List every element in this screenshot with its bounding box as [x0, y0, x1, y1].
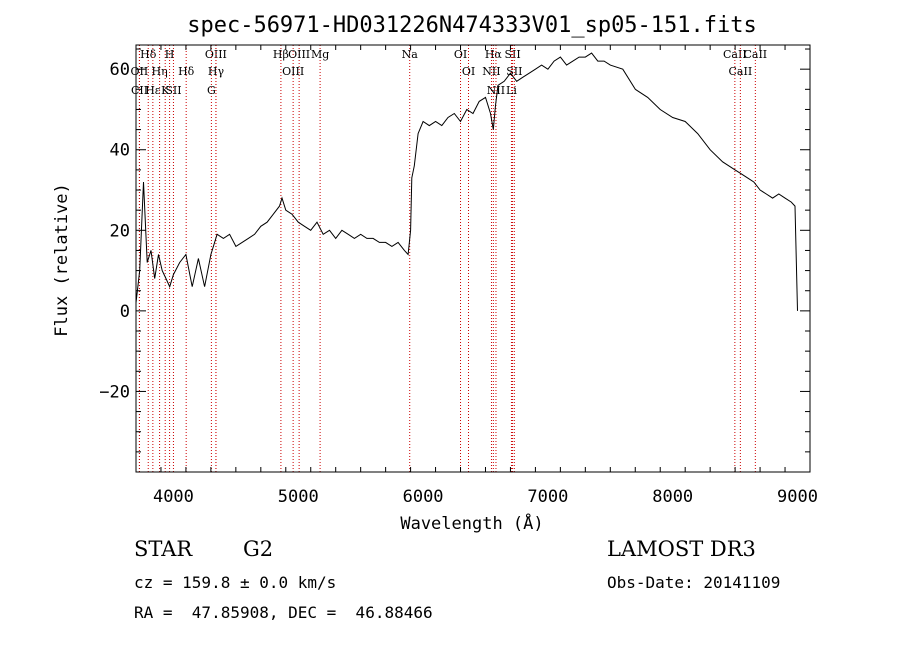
spectral-subclass: G2	[243, 537, 274, 561]
line-marker-label: Hε	[145, 84, 161, 97]
line-marker-label: Li	[506, 84, 517, 97]
x-tick-label: 8000	[652, 487, 693, 507]
x-tick-label: 6000	[403, 487, 444, 507]
redshift-readout: cz = 159.8 ± 0.0 km/s	[134, 573, 337, 592]
line-marker-label: Na	[402, 48, 419, 61]
line-marker-label: OIII	[288, 48, 310, 61]
line-marker-label: Hη	[151, 65, 167, 78]
line-marker-label: OII	[131, 65, 149, 78]
line-marker-label: K	[161, 84, 170, 97]
line-marker-label: SII	[504, 48, 520, 61]
y-tick-label: 60	[110, 60, 130, 80]
x-tick-label: 7000	[527, 487, 568, 507]
line-marker-label: OI	[454, 48, 467, 61]
line-marker-label: NII	[487, 84, 505, 97]
line-marker-label: Hβ	[273, 48, 289, 61]
observation-date: Obs-Date: 20141109	[607, 573, 781, 592]
y-tick-label: 40	[110, 141, 130, 161]
spectrum-series-line	[135, 52, 798, 311]
axis-tick-labels: 4000 5000 6000 7000 8000 9000 −20 0 20 40 60	[99, 60, 818, 507]
line-marker-label: SII	[165, 84, 181, 97]
y-tick-label: 20	[110, 221, 130, 241]
line-marker-label: Hα	[485, 48, 503, 61]
y-tick-label: −20	[99, 382, 130, 402]
line-marker-label: SII	[506, 65, 522, 78]
line-marker-label: CaII	[729, 65, 753, 78]
line-marker-label: OIII	[282, 65, 304, 78]
axis-ticks	[135, 45, 811, 473]
line-marker-label: NII	[482, 65, 500, 78]
survey-name: LAMOST DR3	[607, 537, 756, 561]
line-marker-label: H	[165, 48, 175, 61]
y-tick-label: 0	[120, 302, 130, 322]
object-type: STAR	[134, 537, 193, 561]
plot-frame	[135, 44, 811, 473]
x-axis-label: Wavelength (Å)	[400, 512, 543, 534]
coordinates-readout: RA = 47.85908, DEC = 46.88466	[134, 603, 433, 622]
line-marker-label: CaII	[743, 48, 767, 61]
x-tick-label: 4000	[153, 487, 194, 507]
y-axis-label: Flux (relative)	[52, 183, 72, 337]
line-marker-label: OI	[462, 65, 475, 78]
line-marker-label: Hγ	[208, 65, 225, 78]
chart-title: spec-56971-HD031226N474333V01_sp05-151.f…	[187, 13, 757, 38]
line-marker-label: G	[207, 84, 216, 97]
x-tick-label: 5000	[278, 487, 319, 507]
x-tick-label: 9000	[777, 487, 818, 507]
line-marker-label: Hδ	[178, 65, 195, 78]
line-marker-label: CII	[131, 84, 148, 97]
line-marker-label: Hδ	[140, 48, 157, 61]
line-marker-label: Mg	[311, 48, 329, 61]
